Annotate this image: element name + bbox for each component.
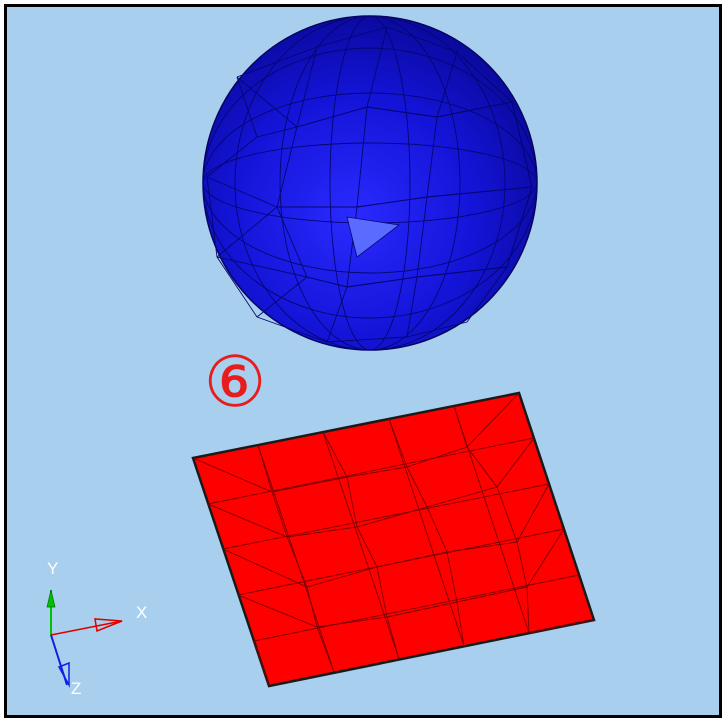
sphere-body[interactable]: [202, 15, 538, 351]
axis-triad: [46, 589, 123, 688]
z-axis-arrow-icon: [57, 661, 70, 688]
plate-wireframe: [192, 392, 595, 687]
viewport[interactable]: ⑥ Y X Z: [4, 4, 722, 718]
x-axis-arrow-icon: [94, 618, 123, 633]
y-axis-label: Y: [47, 559, 59, 578]
sphere-wireframe: [202, 15, 538, 351]
scene-canvas[interactable]: [7, 7, 719, 715]
sphere-mesh[interactable]: [202, 15, 538, 351]
z-axis-label: Z: [71, 679, 82, 698]
step-number-marker: ⑥: [203, 341, 267, 423]
plate-mesh[interactable]: [191, 391, 596, 688]
y-axis-arrow-icon: [46, 589, 56, 608]
x-axis-label: X: [136, 603, 148, 622]
sphere-highlight: [346, 216, 400, 258]
x-axis-line: [50, 620, 123, 636]
